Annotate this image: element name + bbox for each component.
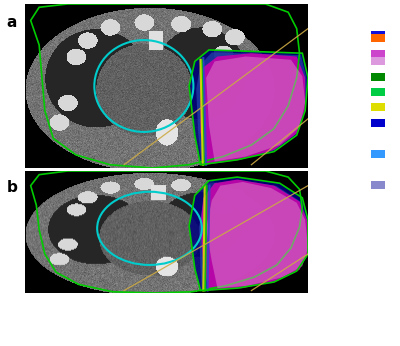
Bar xyxy=(371,31,385,39)
Polygon shape xyxy=(199,180,308,291)
Text: 60: 60 xyxy=(358,103,369,112)
Polygon shape xyxy=(200,53,305,165)
Text: 90: 90 xyxy=(358,57,369,66)
Text: 70: 70 xyxy=(358,88,369,97)
Bar xyxy=(371,119,385,127)
Polygon shape xyxy=(206,56,305,162)
Polygon shape xyxy=(206,182,308,288)
Text: 107: 107 xyxy=(352,30,369,39)
Bar xyxy=(371,57,385,65)
Polygon shape xyxy=(189,177,308,291)
Bar xyxy=(371,88,385,96)
Text: 80: 80 xyxy=(358,72,369,81)
Text: 0: 0 xyxy=(363,195,369,204)
Polygon shape xyxy=(200,180,308,291)
Text: 10: 10 xyxy=(358,180,369,189)
Text: ...: ... xyxy=(361,41,369,50)
Bar xyxy=(371,73,385,81)
Text: a: a xyxy=(6,16,17,30)
Text: 105: 105 xyxy=(352,34,369,43)
Bar xyxy=(371,150,385,158)
Bar xyxy=(371,49,385,57)
Text: 50: 50 xyxy=(358,118,369,127)
Polygon shape xyxy=(189,50,308,165)
Text: 95: 95 xyxy=(358,49,369,58)
Bar xyxy=(371,181,385,189)
Bar xyxy=(371,103,385,111)
Text: 30: 30 xyxy=(358,149,369,158)
Text: % of 5000 cGy: % of 5000 cGy xyxy=(314,10,380,19)
Bar xyxy=(371,34,385,42)
Text: b: b xyxy=(6,180,17,194)
Polygon shape xyxy=(196,52,306,165)
